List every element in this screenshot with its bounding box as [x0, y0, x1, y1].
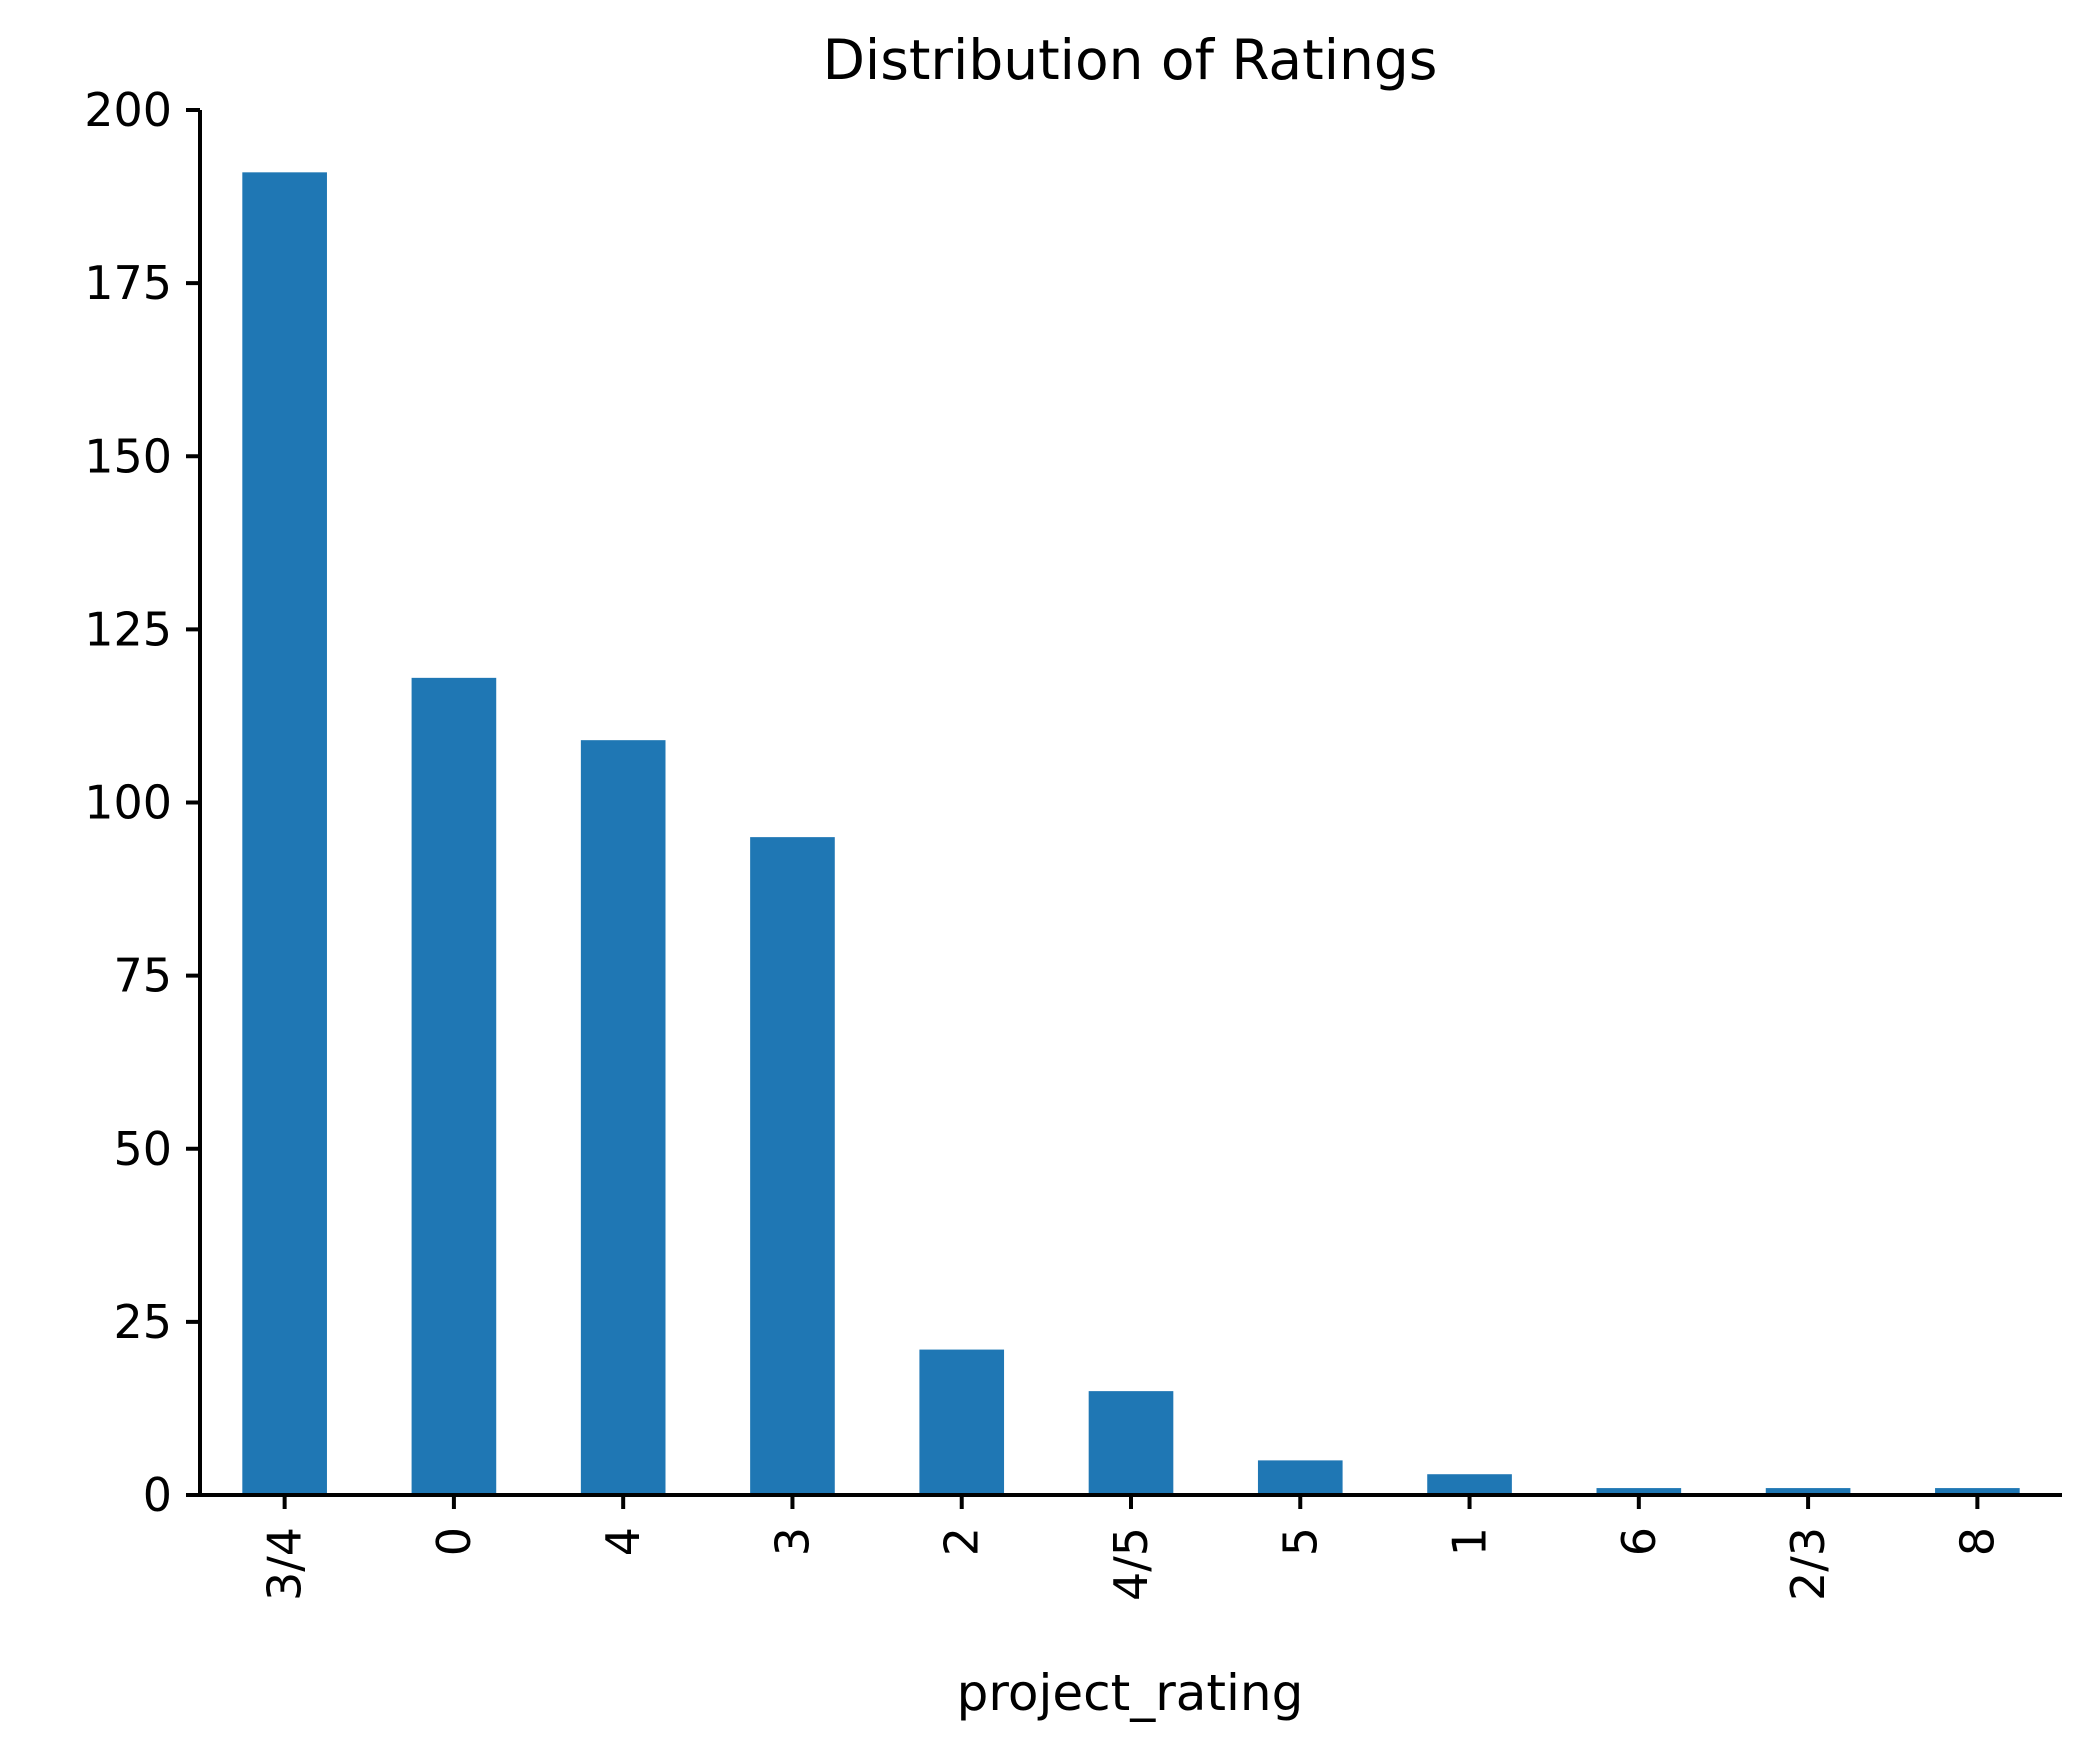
x-tick-label: 2/3 — [1781, 1527, 1835, 1601]
y-tick-label: 200 — [84, 83, 172, 137]
y-tick-label: 125 — [84, 602, 172, 656]
y-axis: 0 25 50 75 100 125 150 175 200 — [84, 83, 202, 1522]
x-tick-label: 6 — [1612, 1527, 1666, 1556]
x-tick-label: 0 — [427, 1527, 481, 1556]
bar-2-3 — [1765, 1488, 1851, 1495]
y-tick-label: 75 — [113, 949, 172, 1003]
bar-5 — [1257, 1460, 1343, 1496]
y-tick-label: 25 — [113, 1295, 172, 1349]
x-tick-label: 4 — [596, 1527, 650, 1556]
bar-0 — [411, 677, 497, 1495]
y-tick-label: 100 — [84, 776, 172, 830]
bar-8 — [1935, 1488, 2020, 1495]
y-tick-label: 50 — [113, 1122, 172, 1176]
chart-title: Distribution of Ratings — [823, 28, 1438, 92]
bar-4 — [580, 740, 666, 1495]
x-tick-label: 5 — [1273, 1527, 1327, 1556]
bar-1 — [1427, 1474, 1512, 1495]
y-tick-label: 0 — [143, 1468, 172, 1522]
x-tick-label: 3/4 — [258, 1527, 312, 1601]
bar-3 — [750, 837, 835, 1496]
x-axis-label: project_rating — [957, 1664, 1304, 1722]
bar-6 — [1596, 1488, 1682, 1495]
y-tick-label: 150 — [84, 429, 172, 483]
x-tick-label: 2 — [935, 1527, 989, 1556]
bar-2 — [919, 1349, 1005, 1495]
y-tick-label: 175 — [84, 256, 172, 310]
bar-4-5 — [1088, 1391, 1174, 1496]
x-axis: 3/4 0 4 3 2 4/5 5 1 6 2/3 8 — [198, 1493, 2062, 1601]
x-tick-label: 8 — [1950, 1527, 2004, 1556]
x-tick-label: 4/5 — [1104, 1527, 1158, 1601]
x-tick-label: 3 — [765, 1527, 819, 1556]
x-tick-label: 1 — [1443, 1527, 1497, 1556]
bar-3-4 — [242, 172, 327, 1496]
bars-group — [242, 172, 2020, 1496]
